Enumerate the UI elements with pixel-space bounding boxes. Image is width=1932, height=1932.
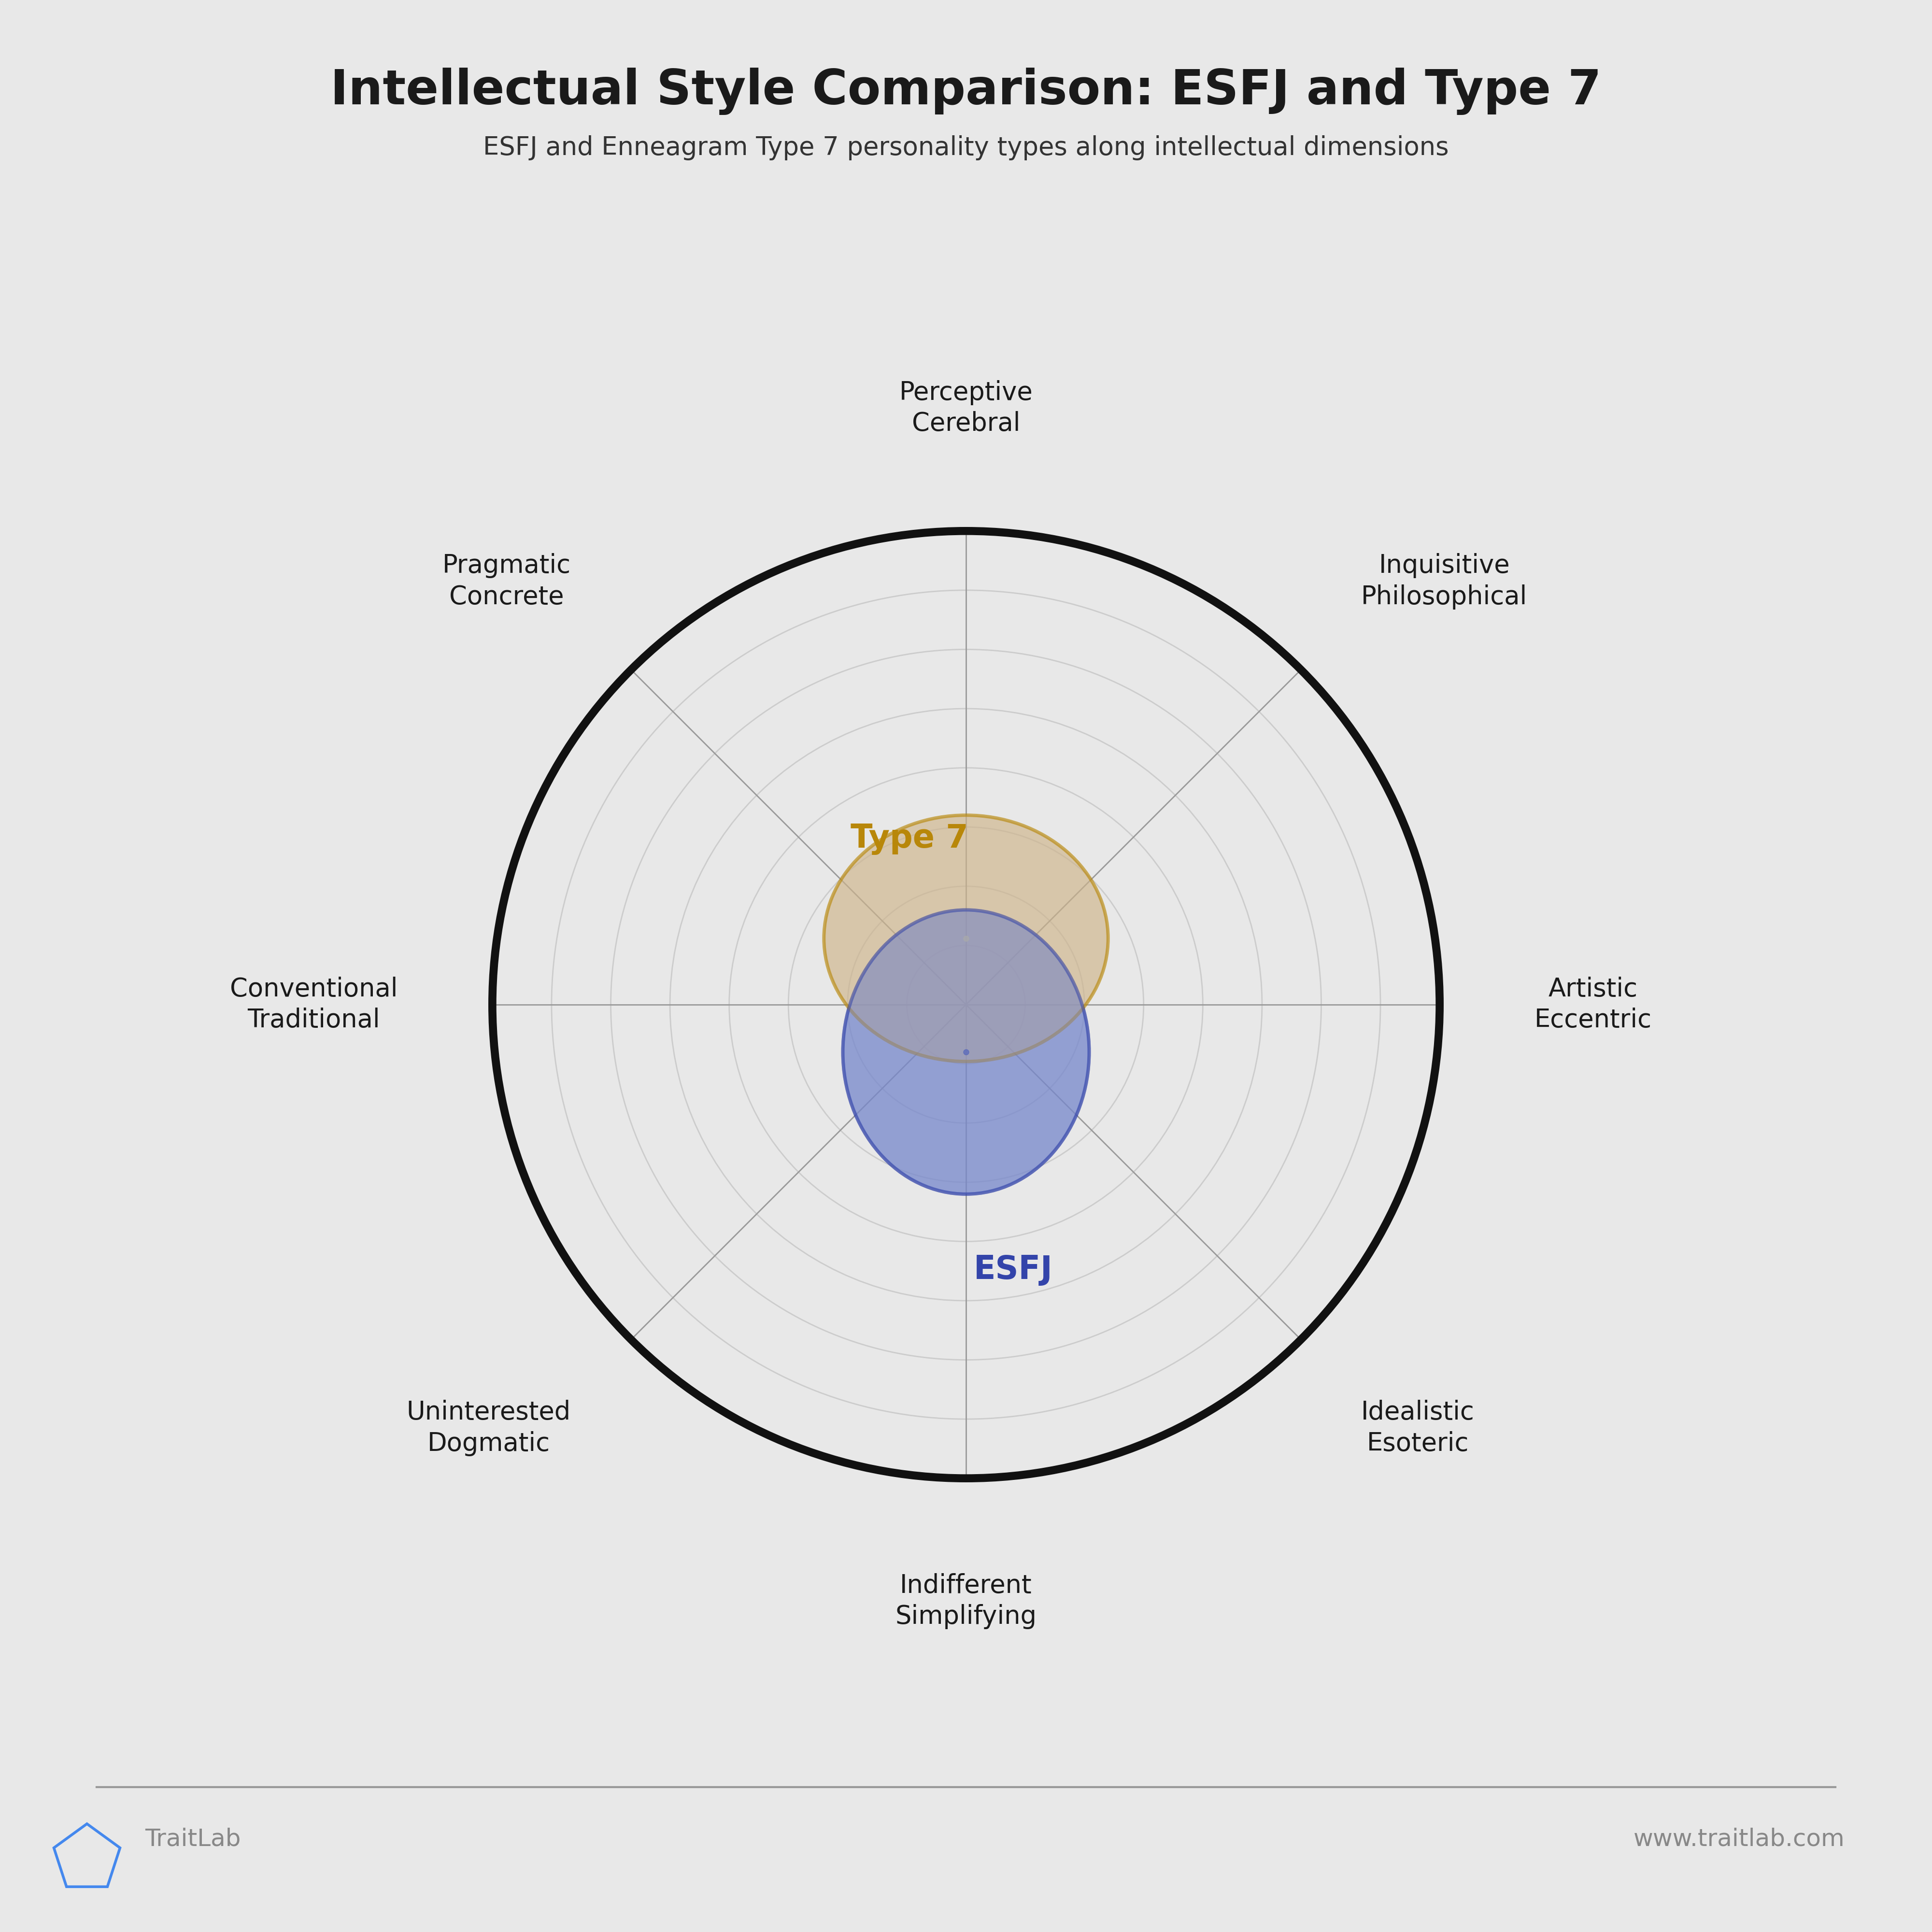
Text: Idealistic
Esoteric: Idealistic Esoteric	[1362, 1401, 1474, 1457]
Ellipse shape	[842, 910, 1090, 1194]
Text: Perceptive
Cerebral: Perceptive Cerebral	[898, 381, 1034, 437]
Ellipse shape	[823, 815, 1109, 1061]
Ellipse shape	[842, 910, 1090, 1194]
Text: Conventional
Traditional: Conventional Traditional	[230, 976, 398, 1034]
Text: TraitLab: TraitLab	[145, 1828, 242, 1851]
Text: Type 7: Type 7	[850, 823, 968, 854]
Text: Pragmatic
Concrete: Pragmatic Concrete	[442, 553, 570, 609]
Text: ESFJ: ESFJ	[974, 1254, 1053, 1287]
Text: www.traitlab.com: www.traitlab.com	[1634, 1828, 1845, 1851]
Text: ESFJ and Enneagram Type 7 personality types along intellectual dimensions: ESFJ and Enneagram Type 7 personality ty…	[483, 135, 1449, 160]
Text: Inquisitive
Philosophical: Inquisitive Philosophical	[1362, 553, 1528, 609]
Text: Artistic
Eccentric: Artistic Eccentric	[1534, 976, 1652, 1034]
Text: Uninterested
Dogmatic: Uninterested Dogmatic	[406, 1401, 570, 1457]
Text: Indifferent
Simplifying: Indifferent Simplifying	[895, 1573, 1037, 1629]
Text: Intellectual Style Comparison: ESFJ and Type 7: Intellectual Style Comparison: ESFJ and …	[330, 68, 1602, 116]
